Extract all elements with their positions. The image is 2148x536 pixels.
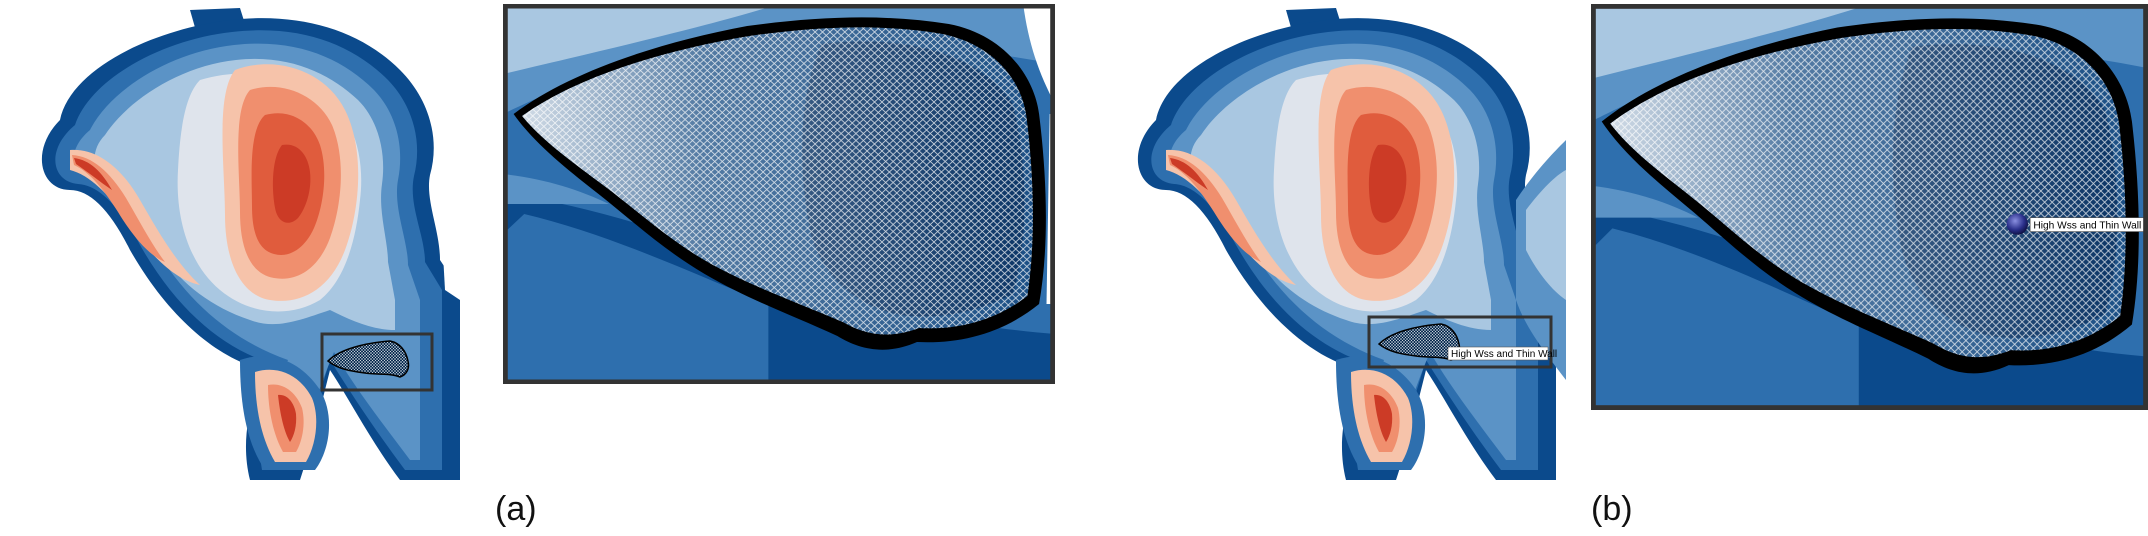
panel-a-zoom [503, 4, 1055, 384]
panel-b-zoom: High Wss and Thin Wall [1591, 4, 2148, 410]
aneurysm-model-a [41, 8, 461, 480]
caption-a: (a) [495, 490, 537, 528]
zoom-region-box-b [1367, 315, 1553, 369]
caption-b: (b) [1591, 490, 1633, 528]
aneurysm-model-b: High Wss and Thin Wall [1137, 8, 1566, 480]
panel-b-overview: High Wss and Thin Wall [1096, 0, 1566, 490]
zoom-view-b: High Wss and Thin Wall [1591, 4, 2148, 410]
hotspot-marker [2006, 213, 2029, 235]
panel-a-overview [0, 0, 470, 490]
annotation-label-large: High Wss and Thin Wall [2033, 220, 2141, 231]
zoom-view-a [503, 4, 1055, 384]
annotation-label-small: High Wss and Thin Wall [1451, 349, 1557, 360]
zoom-region-box-a [320, 332, 434, 392]
